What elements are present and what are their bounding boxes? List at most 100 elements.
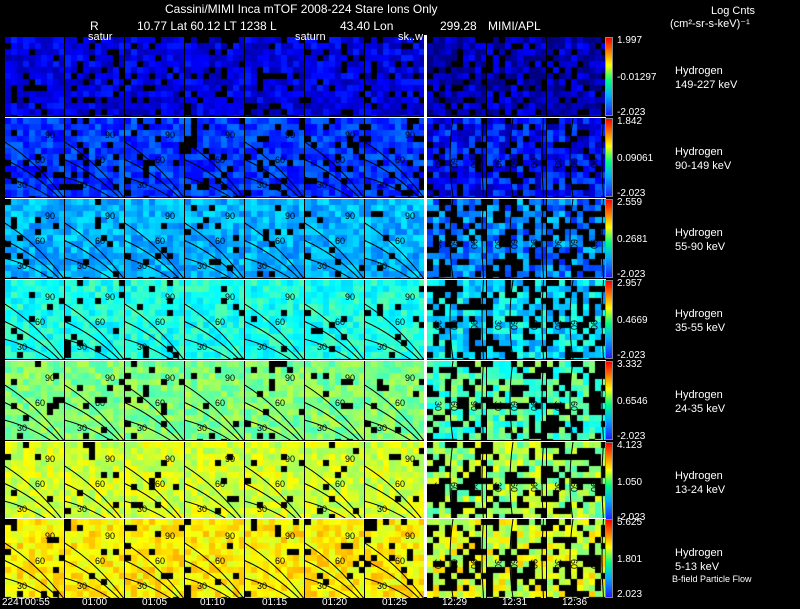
contour-overlay bbox=[65, 37, 124, 116]
pixel-map bbox=[125, 519, 184, 598]
r-label: R bbox=[90, 19, 99, 33]
colorbar-mid: 0.09061 bbox=[617, 152, 654, 164]
contour-label: 30 bbox=[553, 482, 563, 492]
species-label: Hydrogen bbox=[675, 389, 723, 401]
contour-overlay: 30 60 90 bbox=[493, 118, 545, 197]
contour-label: 30 bbox=[77, 342, 87, 352]
image-tile: 30 60 90 bbox=[427, 118, 486, 197]
contour-overlay: 30 60 90 bbox=[185, 373, 244, 440]
contour-overlay bbox=[125, 37, 184, 116]
contour-label: 90 bbox=[165, 211, 175, 221]
contour-overlay: 30 60 90 bbox=[433, 519, 485, 598]
contour-label: 90 bbox=[105, 211, 115, 221]
contour-label: 30 bbox=[553, 401, 563, 411]
contour-line bbox=[601, 118, 605, 197]
contour-label: 90 bbox=[225, 211, 235, 221]
contour-line bbox=[481, 118, 485, 197]
contour-overlay: 30 60 90 bbox=[5, 373, 64, 440]
contour-line bbox=[365, 384, 424, 440]
image-tile: 30 60 90 bbox=[245, 519, 304, 598]
pixel-map bbox=[245, 37, 304, 116]
contour-overlay bbox=[487, 37, 546, 116]
contour-line bbox=[305, 465, 364, 521]
colorbar-max: 4.123 bbox=[617, 440, 643, 451]
contour-line bbox=[245, 500, 291, 521]
contour-label: 30 bbox=[553, 320, 563, 330]
contour-label: 30 bbox=[553, 559, 563, 569]
contour-line bbox=[245, 577, 291, 598]
contour-label: 60 bbox=[395, 479, 405, 489]
contour-line bbox=[305, 159, 360, 197]
pixel-map bbox=[427, 280, 486, 359]
contour-overlay: 30 60 90 bbox=[185, 211, 244, 278]
contour-label: 90 bbox=[469, 320, 479, 330]
colorbar-mid: 0.4669 bbox=[617, 314, 648, 326]
contour-line bbox=[245, 384, 304, 440]
contour-line bbox=[185, 384, 244, 440]
contour-label: 30 bbox=[77, 581, 87, 591]
contour-line bbox=[365, 257, 411, 278]
contour-overlay: 30 60 90 bbox=[5, 531, 64, 598]
contour-overlay: 30 60 90 bbox=[365, 373, 424, 440]
contour-label: 30 bbox=[197, 261, 207, 271]
contour-line bbox=[185, 560, 240, 598]
contour-overlay: 30 60 90 bbox=[305, 531, 364, 598]
contour-line bbox=[365, 338, 411, 359]
contour-line bbox=[185, 338, 231, 359]
contour-label: 60 bbox=[35, 155, 45, 165]
contour-line bbox=[65, 321, 120, 359]
contour-line bbox=[125, 159, 180, 197]
contour-label: 60 bbox=[509, 158, 519, 168]
contour-label: 60 bbox=[275, 479, 285, 489]
contour-line bbox=[365, 483, 420, 521]
contour-label: 60 bbox=[275, 317, 285, 327]
contour-line bbox=[125, 257, 171, 278]
contour-label: 30 bbox=[433, 401, 443, 411]
time-label: 01:15 bbox=[262, 597, 288, 608]
contour-label: 60 bbox=[215, 236, 225, 246]
contour-label: 90 bbox=[345, 373, 355, 383]
contour-line bbox=[65, 560, 120, 598]
contour-label: 90 bbox=[589, 320, 599, 330]
contour-label: 90 bbox=[589, 401, 599, 411]
contour-label: 30 bbox=[493, 239, 503, 249]
contour-overlay: 30 60 90 bbox=[493, 361, 545, 440]
energy-range-label: 24-35 keV bbox=[675, 403, 726, 415]
contour-label: 60 bbox=[335, 398, 345, 408]
contour-label: 90 bbox=[285, 531, 295, 541]
contour-overlay: 30 60 90 bbox=[493, 199, 545, 278]
contour-line bbox=[305, 577, 351, 598]
species-label: Hydrogen bbox=[675, 308, 723, 320]
pixel-map bbox=[487, 442, 546, 521]
contour-line bbox=[481, 519, 485, 598]
image-tile: 30 60 90 bbox=[245, 280, 304, 359]
contour-line bbox=[245, 560, 300, 598]
contour-label: 30 bbox=[433, 559, 443, 569]
pixel-map bbox=[245, 361, 304, 440]
pixel-map bbox=[5, 519, 64, 598]
contour-overlay: 30 60 90 bbox=[65, 373, 124, 440]
contour-line bbox=[365, 500, 411, 521]
contour-line bbox=[541, 280, 545, 359]
contour-line bbox=[185, 257, 231, 278]
contour-label: 60 bbox=[95, 398, 105, 408]
time-label: 224T00:55 bbox=[2, 597, 50, 608]
contour-line bbox=[125, 240, 180, 278]
contour-overlay: 30 60 90 bbox=[305, 292, 364, 359]
contour-label: 30 bbox=[257, 581, 267, 591]
contour-label: 30 bbox=[493, 559, 503, 569]
colorbar-max: 1.997 bbox=[617, 35, 643, 46]
contour-label: 30 bbox=[377, 180, 387, 190]
energy-range-label: 35-55 keV bbox=[675, 322, 726, 334]
species-label: Hydrogen bbox=[675, 65, 723, 77]
contour-label: 60 bbox=[155, 155, 165, 165]
image-tile bbox=[547, 37, 606, 116]
image-tile bbox=[305, 37, 364, 116]
image-tile: 30 60 90 bbox=[547, 118, 606, 197]
contour-line bbox=[125, 419, 171, 440]
pixel-map bbox=[125, 442, 184, 521]
contour-line bbox=[185, 176, 231, 197]
image-tile: 30 60 90 bbox=[427, 361, 486, 440]
image-tile: 30 60 90 bbox=[365, 519, 424, 598]
